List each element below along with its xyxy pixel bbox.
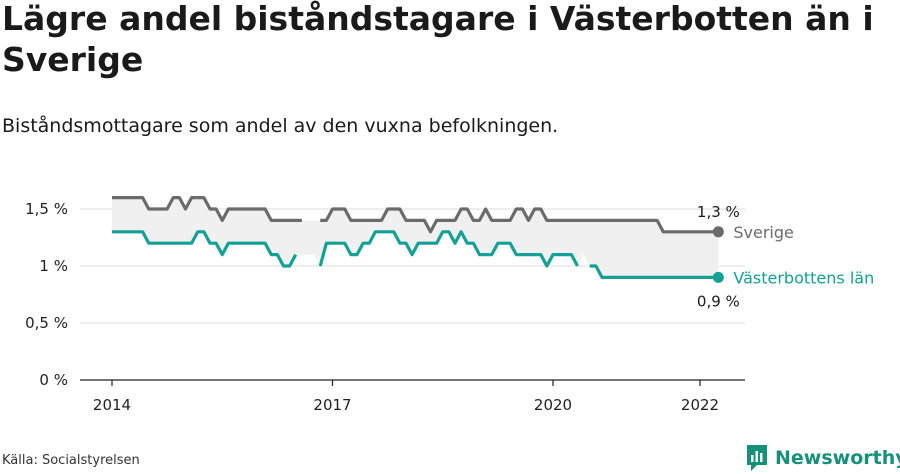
newsworthy-logo-icon — [747, 445, 767, 471]
brand-logo: Newsworthy — [745, 443, 900, 473]
source-note: Källa: Socialstyrelsen — [2, 453, 140, 468]
y-tick-label: 0 % — [39, 371, 68, 389]
y-tick-label: 1,5 % — [25, 200, 68, 218]
end-value-label: 1,3 % — [697, 203, 740, 221]
y-tick-label: 1 % — [39, 257, 68, 275]
end-value-label: 0,9 % — [697, 292, 740, 310]
x-tick-label: 2014 — [93, 396, 131, 414]
chart-subtitle: Biståndsmottagare som andel av den vuxna… — [2, 115, 559, 137]
end-point-sverige — [712, 226, 724, 238]
series-label: Västerbottens län — [733, 268, 874, 287]
end-point-vasterbotten — [712, 271, 724, 283]
series-line-sverige — [112, 196, 719, 234]
x-tick-label: 2020 — [534, 396, 572, 414]
y-tick-label: 0,5 % — [25, 314, 68, 332]
x-tick-label: 2022 — [681, 396, 719, 414]
series-line-vasterbotten — [112, 230, 719, 279]
range-band — [112, 197, 719, 278]
series-label: Sverige — [733, 223, 794, 242]
x-tick-label: 2017 — [313, 396, 351, 414]
chart-title: Lägre andel biståndstagare i Västerbotte… — [2, 0, 874, 79]
brand-name: Newsworthy — [775, 447, 900, 469]
